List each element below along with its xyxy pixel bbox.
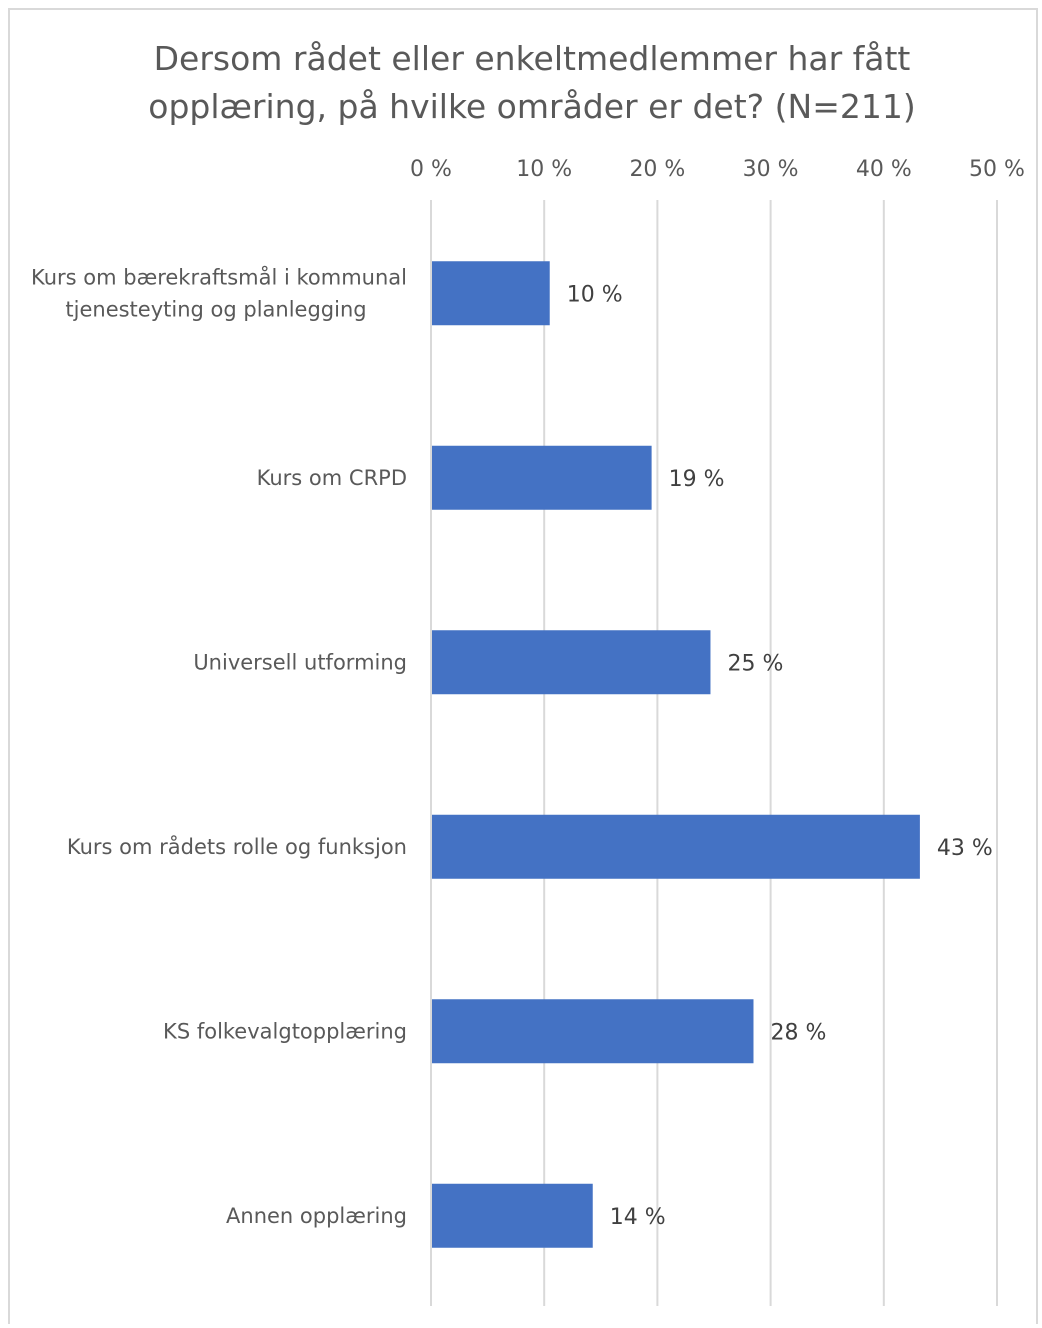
category-labels: Kurs om bærekraftsmål i kommunal tjeneste…: [31, 264, 407, 1228]
bar-5: [432, 999, 754, 1064]
category-label-3: Universell utforming: [193, 650, 407, 674]
data-labels: 10 % 19 % 25 % 43 % 28 % 14 %: [567, 282, 993, 1230]
data-label-6: 14 %: [610, 1205, 666, 1230]
bar-3: [432, 630, 711, 695]
category-label-5: KS folkevalgtopplæring: [163, 1019, 407, 1043]
x-tick-label-0: 0 %: [410, 157, 452, 182]
x-tick-label-50: 50 %: [969, 157, 1025, 182]
data-label-4: 43 %: [937, 836, 993, 861]
bar-2: [432, 445, 652, 510]
bar-1: [432, 261, 550, 326]
x-tick-label-40: 40 %: [856, 157, 912, 182]
x-tick-label-10: 10 %: [516, 157, 572, 182]
chart-title-line-2: opplæring, på hvilke områder er det? (N=…: [148, 87, 915, 126]
x-tick-label-20: 20 %: [629, 157, 685, 182]
chart-title-line-1: Dersom rådet eller enkeltmedlemmer har f…: [154, 39, 911, 78]
category-label-2: Kurs om CRPD: [257, 466, 407, 490]
data-label-1: 10 %: [567, 282, 623, 307]
category-label-1-line-1: Kurs om bærekraftsmål i kommunal: [31, 264, 407, 289]
x-tick-label-30: 30 %: [743, 157, 799, 182]
category-label-6: Annen opplæring: [226, 1204, 407, 1228]
bars: [432, 261, 920, 1248]
bar-4: [432, 814, 920, 879]
gridlines: [430, 200, 998, 1306]
x-axis-ticks: 0 % 10 % 20 % 30 % 40 % 50 %: [410, 157, 1025, 182]
data-label-3: 25 %: [727, 651, 783, 676]
category-label-4: Kurs om rådets rolle og funksjon: [67, 834, 407, 859]
data-label-2: 19 %: [669, 467, 725, 492]
data-label-5: 28 %: [770, 1020, 826, 1045]
bar-6: [432, 1183, 593, 1248]
category-label-1-line-2: tjenesteyting og planlegging: [65, 297, 366, 321]
